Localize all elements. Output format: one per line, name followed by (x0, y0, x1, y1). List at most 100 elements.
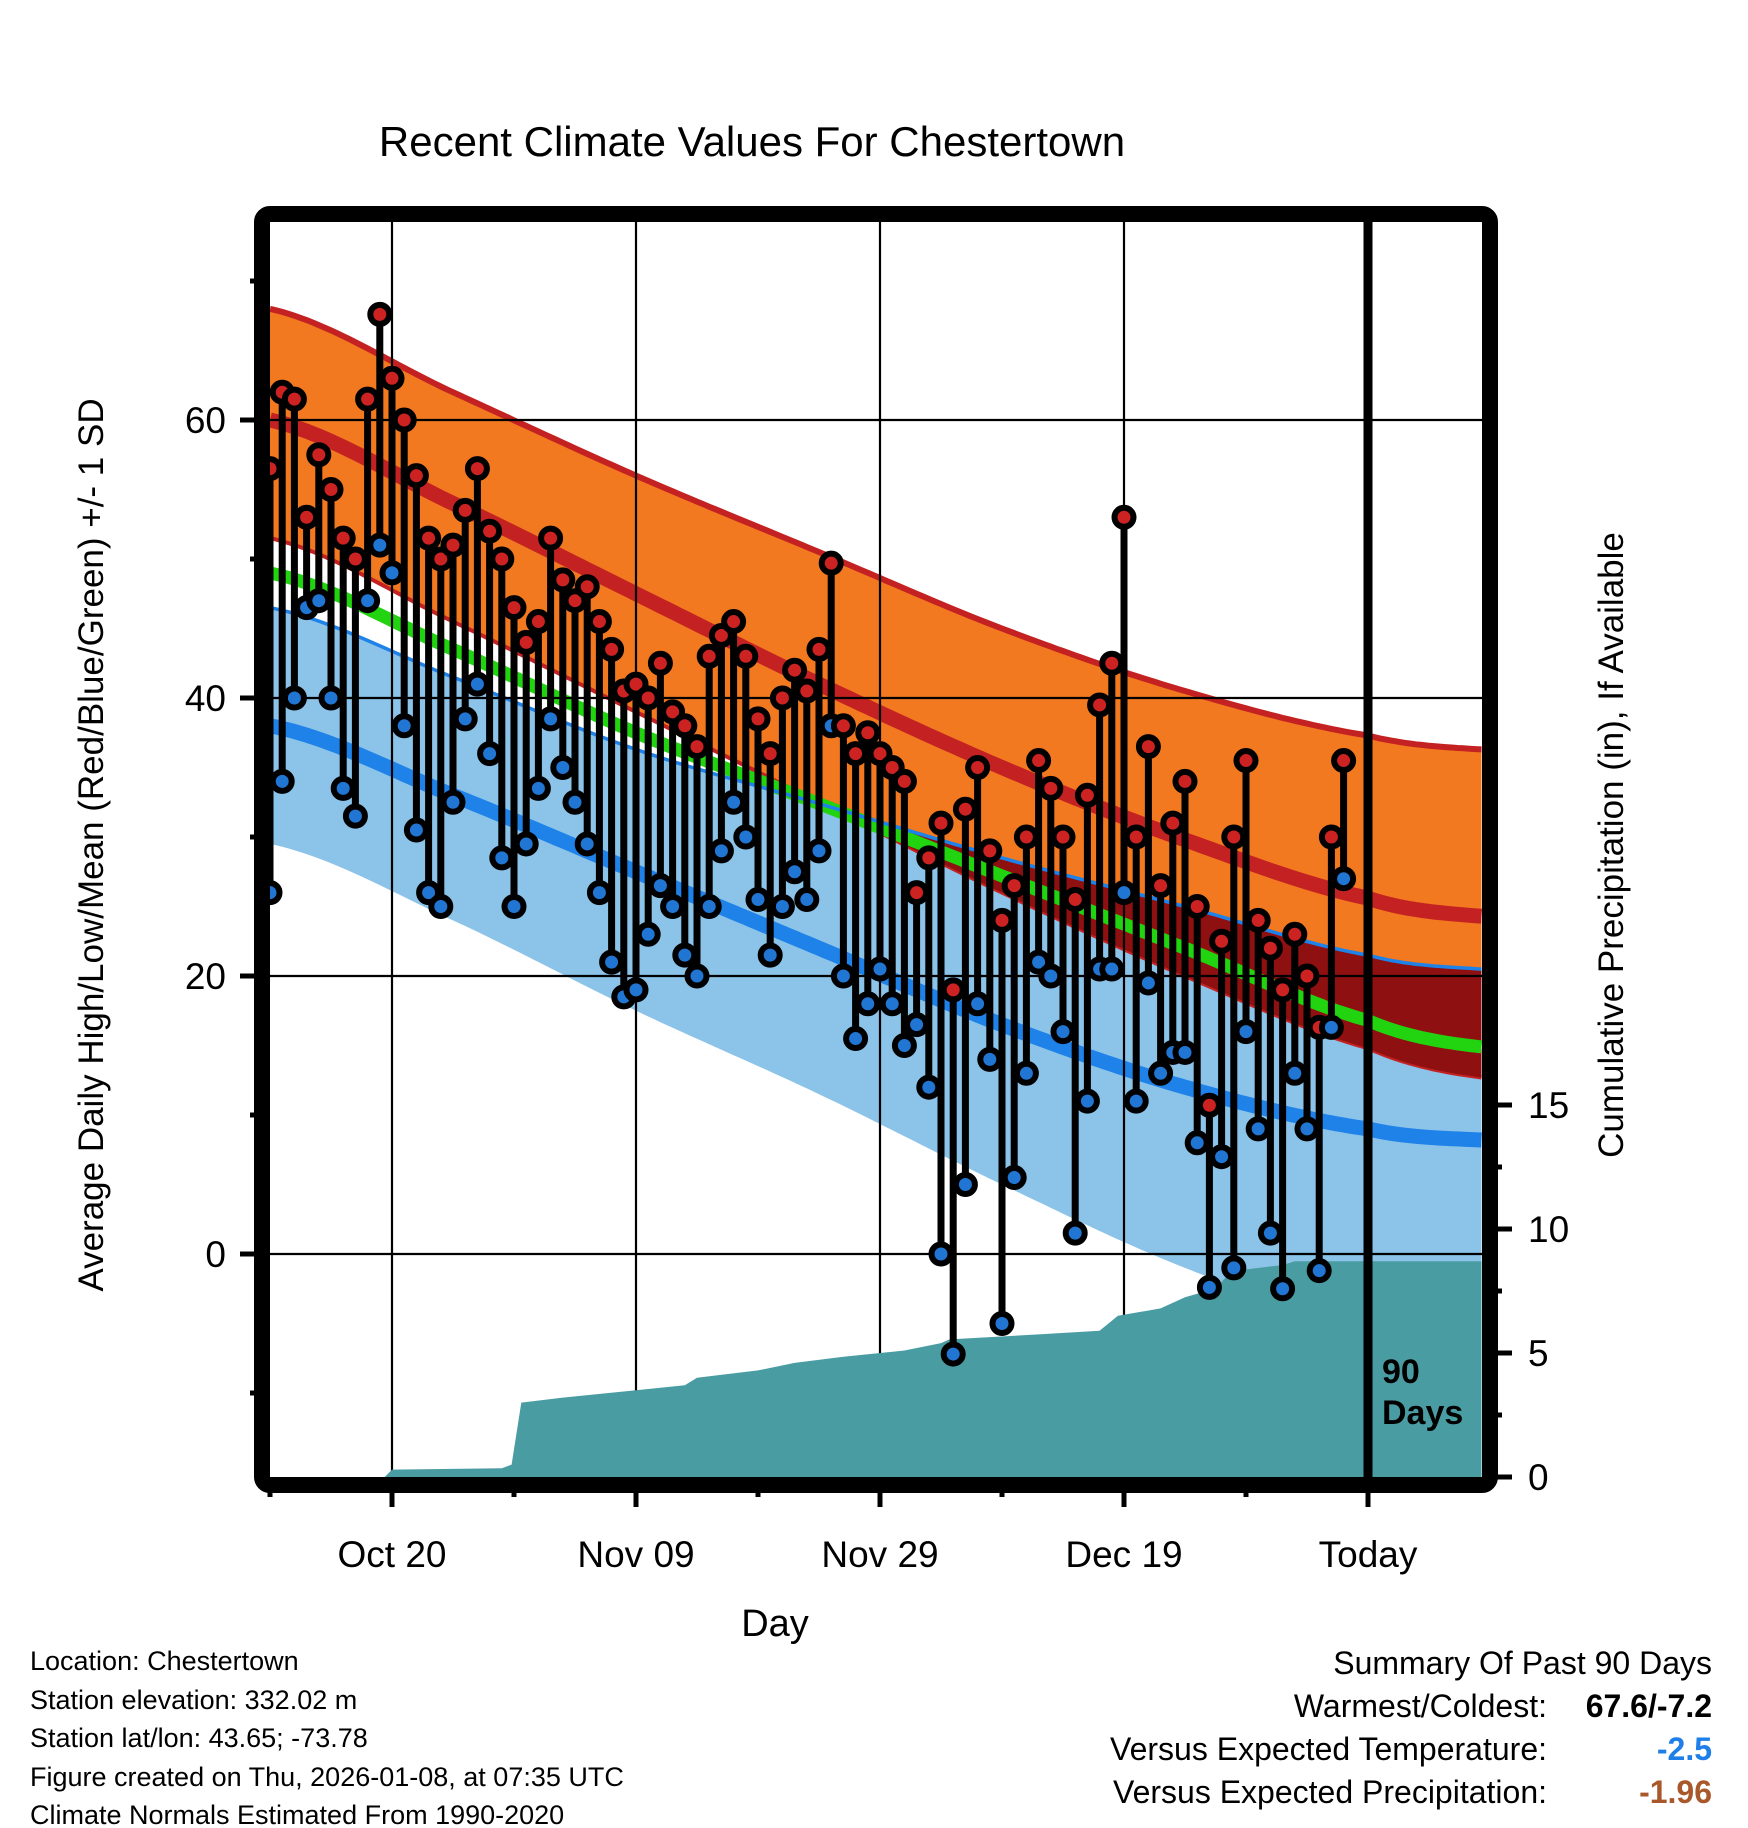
high-dot (1294, 963, 1320, 989)
low-dot (1306, 1258, 1332, 1284)
low-dot (977, 1046, 1003, 1072)
high-dot (1221, 824, 1247, 850)
high-dot (916, 845, 942, 871)
high-dot (1282, 921, 1308, 947)
high-dot (330, 525, 356, 551)
low-dot (379, 560, 405, 586)
summary-vs-precipitation-value: -1.96 (1639, 1774, 1712, 1810)
high-dot (525, 609, 551, 635)
metadata-elevation: Station elevation: 332.02 m (30, 1684, 358, 1715)
high-dot (599, 636, 625, 662)
summary-panel: Summary Of Past 90 Days Warmest/Coldest:… (1110, 1642, 1712, 1814)
low-dot (965, 991, 991, 1017)
ninety-days-marker-line1: 90 (1382, 1353, 1420, 1391)
low-dot (1135, 970, 1161, 996)
left-axis-tick-label: 0 (205, 1234, 226, 1275)
high-dot (574, 574, 600, 600)
low-dot (1001, 1165, 1027, 1191)
low-dot (489, 845, 515, 871)
low-dot (599, 949, 625, 975)
high-dot (1087, 692, 1113, 718)
low-dot (745, 887, 771, 913)
low-dot (733, 824, 759, 850)
left-axis-tick-label: 20 (185, 956, 226, 997)
summary-title: Summary Of Past 90 Days (1333, 1645, 1712, 1681)
metadata-normals: Climate Normals Estimated From 1990-2020 (30, 1800, 565, 1828)
figure-metadata: Location: Chestertown Station elevation:… (30, 1642, 624, 1828)
high-dot (1184, 894, 1210, 919)
summary-vs-precipitation-label: Versus Expected Precipitation: (1112, 1774, 1547, 1810)
high-dot (452, 497, 478, 523)
low-dot (1099, 956, 1125, 982)
high-dot (294, 504, 320, 530)
low-dot (477, 741, 503, 767)
high-dot (281, 386, 307, 412)
summary-row-vs-precipitation: Versus Expected Precipitation: -1.96 (1110, 1771, 1712, 1814)
low-dot (538, 706, 564, 732)
low-dot (367, 532, 393, 558)
summary-row-vs-temperature: Versus Expected Temperature: -2.5 (1110, 1728, 1712, 1771)
high-dot (1038, 775, 1064, 801)
right-axis-tick-label: 0 (1528, 1457, 1549, 1498)
axis-ticks (240, 278, 1512, 1507)
low-dot (891, 1033, 917, 1058)
high-dot (1026, 748, 1052, 774)
high-dot (1111, 504, 1137, 530)
high-dot (733, 643, 759, 669)
high-dot (647, 650, 673, 676)
low-dot (684, 963, 710, 989)
low-dot (1123, 1088, 1149, 1114)
low-dot (757, 942, 783, 968)
low-dot (525, 775, 551, 801)
low-dot (1245, 1116, 1271, 1142)
high-dot (1245, 907, 1271, 933)
high-dot (1209, 928, 1235, 954)
high-dot (977, 838, 1003, 864)
low-dot (1172, 1039, 1198, 1065)
high-dot (477, 518, 503, 544)
high-dot (1318, 824, 1344, 850)
x-axis-tick-label: Today (1319, 1534, 1418, 1575)
high-dot (635, 685, 661, 711)
summary-vs-temperature-value: -2.5 (1656, 1731, 1712, 1767)
low-dot (696, 894, 722, 919)
x-axis-tick-label: Nov 29 (821, 1534, 938, 1575)
low-dot (306, 588, 332, 614)
high-dot (513, 629, 539, 655)
x-axis-tick-label: Oct 20 (338, 1534, 447, 1575)
high-dot (904, 880, 930, 906)
low-dot (1062, 1220, 1088, 1246)
high-dot (855, 720, 881, 746)
summary-warmest-coldest-value: 67.6/-7.2 (1585, 1688, 1712, 1724)
x-axis-label: Day (741, 1603, 809, 1645)
high-dot (830, 713, 856, 739)
low-dot (1050, 1019, 1076, 1045)
high-dot (586, 609, 612, 635)
low-dot (672, 942, 698, 968)
low-dot (1038, 963, 1064, 989)
ninety-days-marker: 90 Days (1382, 1352, 1463, 1434)
high-dot (1233, 748, 1259, 774)
high-dot (489, 546, 515, 572)
high-dot (367, 301, 393, 327)
low-dot (867, 956, 893, 982)
high-dot (440, 532, 466, 558)
high-dot (989, 907, 1015, 933)
plot-border (254, 206, 1498, 1493)
low-dot (1074, 1088, 1100, 1114)
low-dot (330, 775, 356, 801)
summary-warmest-coldest-label: Warmest/Coldest: (1293, 1688, 1547, 1724)
low-dot (391, 713, 417, 739)
left-axis-label: Average Daily High/Low/Mean (Red/Blue/Gr… (72, 398, 111, 1292)
low-dot (879, 991, 905, 1017)
high-dot (1160, 810, 1186, 836)
low-dot (1257, 1220, 1283, 1246)
low-dot (1294, 1116, 1320, 1142)
high-dot (1270, 977, 1296, 1003)
high-dot (1074, 782, 1100, 808)
chart-title: Recent Climate Values For Chestertown (378, 118, 1126, 165)
high-dot (940, 977, 966, 1003)
low-dot (586, 880, 612, 906)
high-dot (891, 768, 917, 794)
